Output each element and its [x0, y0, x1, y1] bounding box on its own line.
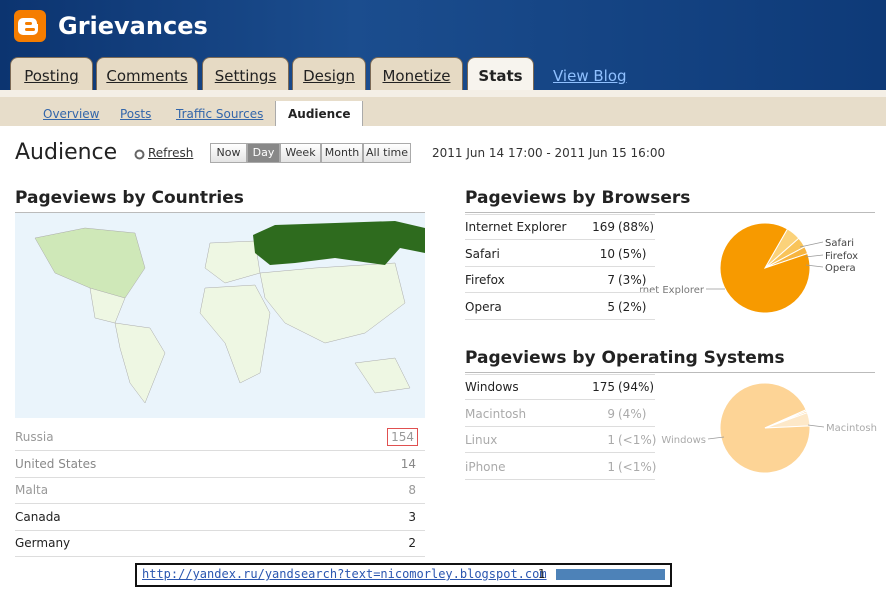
tab[interactable]: Design	[292, 57, 366, 90]
row-name: Safari	[465, 246, 500, 261]
date-range: 2011 Jun 14 17:00 - 2011 Jun 15 16:00	[432, 146, 666, 160]
country-views: 154	[387, 428, 418, 446]
country-name: Canada	[15, 509, 61, 524]
subtab[interactable]: Posts	[120, 107, 152, 121]
row-share: (<1%)	[618, 459, 657, 474]
pie-label: Macintosh	[826, 423, 877, 434]
label-line	[807, 424, 825, 428]
row-name: Linux	[465, 433, 498, 447]
referrer-box	[135, 563, 672, 587]
pie-label: Firefox	[825, 251, 858, 262]
page-title: Audience	[15, 140, 118, 165]
tab[interactable]: Posting	[10, 57, 93, 90]
row-share: (<1%)	[618, 433, 657, 447]
section-title: Pageviews by Countries	[15, 188, 244, 208]
row-divider	[465, 265, 655, 267]
row-name: iPhone	[465, 459, 506, 474]
row-share: (94%)	[618, 380, 655, 394]
pie-label: Safari	[825, 238, 854, 249]
section-title: Pageviews by Browsers	[465, 188, 691, 208]
row-divider	[465, 399, 655, 400]
row-share: (3%)	[618, 273, 647, 287]
label-line	[804, 254, 824, 258]
tab[interactable]: Monetize	[370, 57, 463, 90]
country-views: 14	[400, 456, 416, 471]
subtab-bar	[0, 90, 886, 126]
country-name: United States	[15, 456, 97, 471]
refresh-link[interactable]: Refresh	[148, 146, 194, 160]
country-name: Russia	[15, 430, 54, 444]
row-divider	[465, 239, 655, 240]
row-divider	[15, 529, 425, 531]
referrer-bar	[556, 569, 665, 580]
row-divider	[465, 214, 655, 215]
label-line	[707, 436, 725, 440]
row-name: Firefox	[465, 273, 505, 287]
row-share: (88%)	[618, 220, 655, 234]
row-share: (2%)	[618, 299, 647, 314]
range-button[interactable]: Week	[280, 143, 321, 163]
row-views: 1	[607, 433, 615, 447]
row-divider	[465, 478, 655, 480]
country-views: 3	[408, 509, 416, 524]
divider	[465, 212, 875, 213]
referrer-count: 1	[538, 567, 546, 581]
row-views: 7	[607, 273, 615, 287]
pie-slice	[719, 222, 811, 314]
country-name: Germany	[15, 536, 71, 550]
row-name: Macintosh	[465, 406, 527, 421]
label-line	[799, 241, 824, 248]
pie-label: Opera	[825, 263, 856, 274]
range-button[interactable]: All time	[363, 143, 411, 163]
row-name: Internet Explorer	[465, 220, 567, 234]
subtab[interactable]: Audience	[275, 101, 364, 126]
row-share: (5%)	[618, 246, 647, 261]
tab[interactable]: Stats	[467, 57, 534, 90]
row-divider	[465, 452, 655, 453]
row-views: 1	[607, 459, 615, 474]
blog-title: Grievances	[58, 12, 208, 40]
row-divider	[15, 503, 425, 504]
range-button[interactable]: Month	[321, 143, 363, 163]
pie-slice	[764, 410, 808, 429]
referrer-link[interactable]: http://yandex.ru/yandsearch?text=nicomor…	[142, 567, 547, 581]
tab[interactable]: Comments	[96, 57, 198, 90]
range-button[interactable]: Now	[210, 143, 247, 163]
view-blog-link[interactable]: View Blog	[553, 67, 627, 85]
range-button[interactable]: Day	[247, 143, 280, 163]
subtab[interactable]: Overview	[43, 107, 100, 121]
pie-slice	[719, 382, 811, 474]
row-name: Opera	[465, 299, 502, 314]
refresh-icon	[134, 149, 145, 160]
row-views: 5	[607, 299, 615, 314]
row-divider	[465, 292, 655, 293]
country-views: 2	[408, 536, 416, 550]
divider	[465, 372, 875, 373]
pie-label: Internet Explorer	[640, 285, 705, 296]
pie-label: Windows	[661, 435, 706, 446]
world-map	[15, 213, 425, 418]
row-views: 9	[607, 406, 615, 421]
label-line	[805, 264, 824, 268]
row-divider	[15, 556, 425, 557]
divider	[15, 212, 425, 213]
row-share: (4%)	[618, 406, 647, 421]
row-divider	[15, 450, 425, 451]
row-divider	[465, 318, 655, 320]
blogger-logo	[14, 10, 46, 42]
country-name: Malta	[15, 483, 49, 497]
row-views: 169	[592, 220, 615, 234]
row-divider	[465, 425, 655, 427]
country-views: 8	[408, 483, 416, 497]
section-title: Pageviews by Operating Systems	[465, 348, 785, 368]
row-divider	[465, 374, 655, 375]
tab[interactable]: Settings	[202, 57, 289, 90]
subtab[interactable]: Traffic Sources	[176, 107, 264, 121]
row-views: 175	[592, 380, 615, 394]
row-divider	[15, 476, 425, 478]
row-views: 10	[599, 246, 615, 261]
row-name: Windows	[465, 380, 519, 394]
